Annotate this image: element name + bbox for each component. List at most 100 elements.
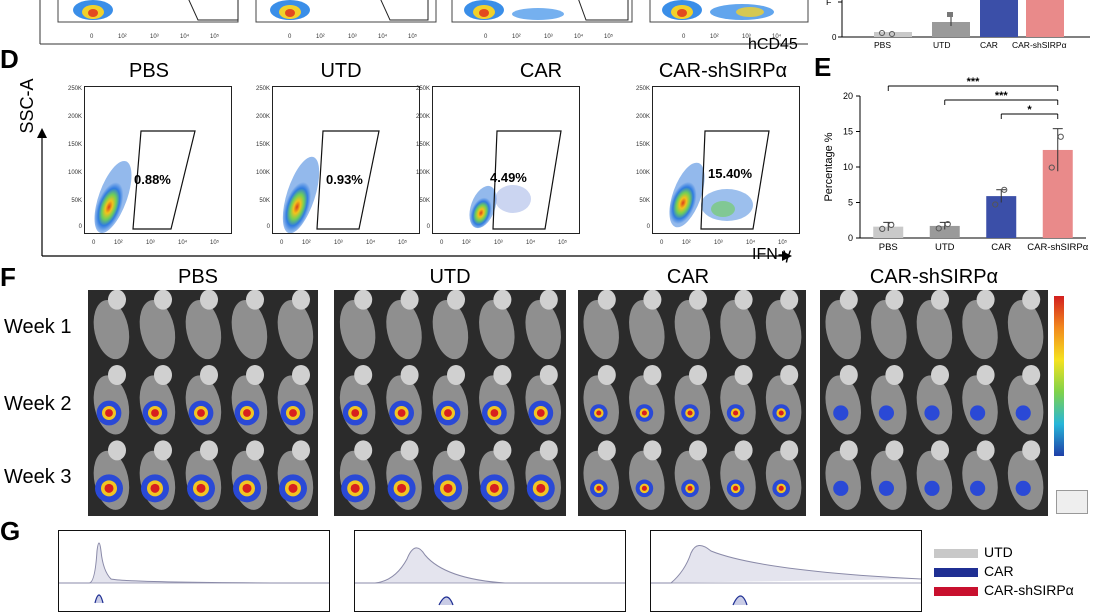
signal-blue (970, 480, 986, 496)
d-plot-title-car: CAR (519, 60, 563, 82)
signal-blue (878, 480, 894, 496)
mouse-body (825, 375, 861, 435)
legend-swatch-car-shsirpa (934, 587, 978, 596)
mouse-head (643, 365, 662, 385)
tick: 10⁴ (746, 240, 756, 246)
mouse-head (885, 365, 904, 385)
signal-red (351, 409, 360, 417)
f-row-label: Week 2 (4, 393, 72, 415)
signal-blue (924, 480, 940, 496)
top-bar-category: PBS (874, 40, 892, 50)
mouse-body (139, 300, 176, 360)
d-yticks-4: 250K 200K 150K 100K 50K 0 (626, 86, 650, 232)
tick: 150K (415, 142, 430, 148)
mouse-head (154, 440, 172, 461)
tick: 250K (635, 86, 650, 92)
mouse-body (962, 375, 998, 435)
mouse-body (674, 300, 711, 360)
mouse-head (780, 440, 799, 461)
svg-text:0: 0 (832, 33, 837, 42)
mouse-head (292, 440, 310, 461)
tick: 10⁵ (604, 34, 614, 40)
tick: 50K (639, 198, 650, 204)
mouse-head (493, 290, 512, 310)
imaging-panel-utd (334, 290, 566, 516)
d-x-axis-label: IFN-γ (752, 246, 792, 263)
tick: 10² (114, 240, 123, 246)
data-point (888, 221, 895, 229)
mouse-head (839, 365, 858, 385)
signal-blue (878, 405, 894, 421)
panel-label-e: E (814, 52, 832, 82)
signal-blue (833, 480, 849, 496)
tick: 10⁵ (408, 34, 418, 40)
tick: 100K (255, 170, 270, 176)
mouse-body (871, 375, 907, 435)
signal-red (104, 483, 114, 493)
top-strip-axes (39, 0, 809, 45)
mouse-body (871, 300, 907, 360)
tick: 10² (302, 240, 311, 246)
mouse-head (734, 290, 753, 310)
mouse-head (1022, 440, 1041, 461)
mouse-body (277, 300, 314, 360)
f-row-label: Week 3 (4, 466, 72, 488)
mouse-head (689, 365, 707, 385)
tick: 0 (682, 34, 686, 40)
tick: 10⁴ (178, 240, 188, 246)
mouse-head (839, 440, 858, 461)
tick: 0 (646, 224, 650, 230)
top-x-axis-label: hCD45 (748, 36, 798, 53)
mouse-head (734, 365, 753, 385)
x-tick-label: PBS (879, 242, 898, 253)
d-xticks-3: 0 10² 10³ 10⁴ 10⁵ (436, 240, 582, 250)
flow-plot-car (432, 86, 580, 234)
tick: 10² (316, 34, 325, 40)
flow-plot-utd (272, 86, 420, 234)
top-bar-chart: F 0 (826, 0, 1090, 42)
mouse-head (539, 365, 558, 385)
tick: 10⁴ (526, 240, 536, 246)
mouse-head (292, 290, 310, 310)
tick: 10⁵ (210, 240, 220, 246)
signal-red (151, 409, 159, 417)
mouse-head (246, 440, 264, 461)
tick: 10⁴ (378, 34, 388, 40)
y-tick-label: 10 (843, 162, 853, 172)
tick: 250K (255, 86, 270, 92)
f-group-title: CAR-shSIRPα (869, 266, 999, 288)
data-point (1001, 186, 1008, 193)
tick: 50K (259, 198, 270, 204)
tick: 150K (255, 142, 270, 148)
significance-label: * (1027, 104, 1032, 116)
signal-red (105, 409, 113, 417)
d-plot-title-utd: UTD (320, 60, 362, 82)
signal-red (288, 483, 298, 493)
d-plot-title-pbs: PBS (128, 60, 170, 82)
tick: 10⁵ (398, 240, 408, 246)
mouse-head (354, 365, 373, 385)
x-tick-label: CAR-shSIRPα (1027, 242, 1088, 253)
mouse-head (839, 290, 858, 310)
signal-red (536, 409, 545, 417)
histogram-1 (58, 530, 330, 612)
panel-label-g: G (0, 516, 21, 546)
significance-label: *** (995, 90, 1009, 102)
tick: 10² (118, 34, 127, 40)
d-xticks-2: 0 10² 10³ 10⁴ 10⁵ (276, 240, 422, 250)
mouse-head (200, 440, 218, 461)
tick: 250K (67, 86, 82, 92)
signal-blue (833, 405, 849, 421)
f-group-title: PBS (177, 266, 219, 288)
mouse-head (154, 365, 172, 385)
mouse-body (825, 300, 861, 360)
legend-swatch-car (934, 568, 978, 577)
tick: 100K (67, 170, 82, 176)
imaging-panel-car (578, 290, 806, 516)
tick: 0 (288, 34, 292, 40)
signal-red (536, 483, 546, 493)
tick: 0 (426, 224, 430, 230)
d-xticks-1: 0 10² 10³ 10⁴ 10⁵ (88, 240, 234, 250)
tick: 200K (67, 114, 82, 120)
tick: 200K (635, 114, 650, 120)
